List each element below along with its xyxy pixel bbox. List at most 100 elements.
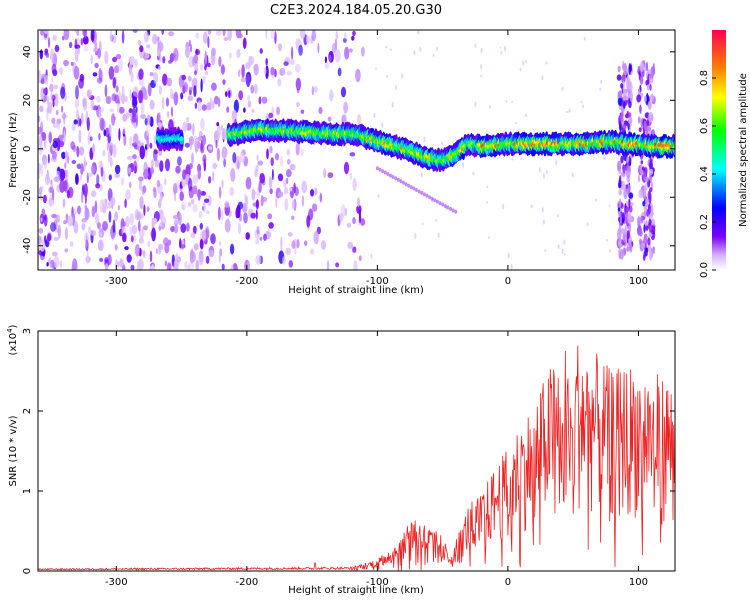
heatmap-cell (295, 38, 298, 49)
heatmap-cell (188, 177, 193, 192)
heatmap-cell (64, 227, 68, 240)
heatmap-cell (645, 197, 649, 208)
heatmap-cell (642, 200, 646, 207)
heatmap-cell (340, 86, 347, 98)
heatmap-cell (277, 43, 283, 52)
heatmap-cell (108, 123, 112, 137)
heatmap-cell (109, 108, 115, 113)
heatmap-cell (147, 240, 151, 248)
heatmap-cell (301, 180, 308, 194)
heatmap-cell (84, 207, 90, 221)
heatmap-cell (132, 30, 138, 33)
heatmap-cell (356, 197, 361, 208)
heatmap-cell (158, 199, 162, 209)
heatmap-cell (252, 190, 256, 196)
heatmap-cell (117, 261, 120, 268)
heatmap-cell (131, 96, 138, 109)
heatmap-cell (199, 238, 204, 250)
heatmap-cell (381, 122, 384, 128)
heatmap-cell (240, 77, 247, 83)
heatmap-cell (619, 188, 622, 196)
heatmap-cell (327, 116, 332, 122)
heatmap-cell (352, 246, 357, 253)
heatmap-cell (86, 250, 89, 265)
heatmap-cell (137, 39, 142, 46)
heatmap-cell (500, 50, 503, 55)
heatmap-cell (582, 104, 585, 109)
heatmap-cell (218, 56, 222, 67)
heatmap-cell (239, 153, 245, 163)
heatmap-cell (83, 46, 89, 52)
heatmap-cell (229, 186, 235, 196)
heatmap-cell (290, 59, 295, 66)
heatmap-cell (73, 66, 80, 80)
heatmap-cell (247, 100, 252, 108)
heatmap-cell (121, 30, 125, 44)
heatmap-cell (215, 139, 218, 149)
y-tick-label: 1 (22, 488, 33, 494)
heatmap-cell (227, 30, 232, 42)
heatmap-cell (401, 73, 404, 79)
heatmap-cell (646, 92, 649, 104)
heatmap-cell (166, 77, 173, 87)
heatmap-cell (119, 258, 124, 268)
heatmap-cell (70, 141, 76, 150)
heatmap-cell (191, 152, 194, 165)
heatmap-cell (80, 38, 84, 46)
heatmap-cell (370, 253, 373, 260)
heatmap-cell (265, 30, 268, 39)
heatmap-cell (131, 224, 138, 235)
x-tick-label: 0 (505, 276, 511, 287)
heatmap-cell (52, 35, 57, 41)
heatmap-cell (279, 155, 284, 167)
heatmap-cell (620, 110, 624, 123)
heatmap-cell (149, 266, 155, 270)
heatmap-cell (628, 116, 633, 125)
heatmap-cell (451, 208, 455, 213)
heatmap-cell (83, 30, 87, 39)
heatmap-cell (129, 135, 133, 149)
heatmap-cell (284, 198, 289, 211)
heatmap-cell (184, 45, 191, 59)
heatmap-cell (124, 198, 127, 208)
heatmap-cell (50, 222, 56, 232)
heatmap-cell (73, 119, 78, 125)
snr-y-multiplier: (x104) (6, 324, 19, 355)
heatmap-cell (130, 235, 134, 243)
heatmap-cell (640, 215, 644, 224)
heatmap-cell (255, 209, 258, 220)
x-tick-label: -100 (366, 577, 389, 588)
heatmap-cell (286, 158, 291, 165)
heatmap-cell (71, 122, 76, 132)
heatmap-cell (122, 232, 127, 243)
heatmap-cell (76, 145, 80, 158)
heatmap-cell (78, 129, 82, 144)
heatmap-cell (53, 84, 59, 90)
heatmap-cell (167, 239, 172, 246)
heatmap-cell (298, 44, 303, 56)
heatmap-cell (361, 46, 365, 57)
heatmap-cell (173, 219, 179, 226)
heatmap-cell (441, 141, 443, 146)
heatmap-cell (435, 199, 439, 204)
heatmap-cell (155, 248, 158, 255)
heatmap-cell (190, 199, 195, 205)
heatmap-cell (617, 207, 621, 212)
heatmap-cell (381, 169, 385, 174)
heatmap-cell (266, 148, 269, 160)
heatmap-cell (474, 101, 477, 107)
heatmap-cell (617, 97, 623, 106)
heatmap-cell (622, 101, 626, 109)
heatmap-cell (639, 75, 644, 85)
heatmap-cell (54, 217, 60, 222)
heatmap-cell (224, 201, 230, 208)
heatmap-cell (640, 242, 646, 250)
heatmap-cell (250, 84, 255, 94)
heatmap-cell (70, 61, 74, 66)
heatmap-cell (192, 174, 199, 185)
heatmap-cell (162, 56, 166, 64)
heatmap-cell (544, 249, 547, 253)
heatmap-cell (197, 141, 201, 149)
heatmap-cell (417, 30, 420, 35)
